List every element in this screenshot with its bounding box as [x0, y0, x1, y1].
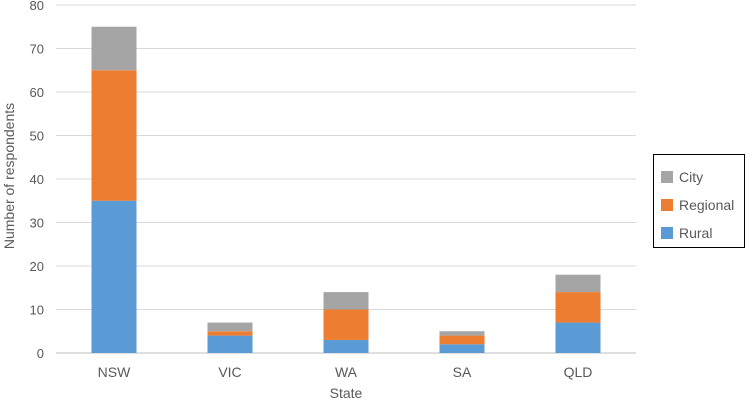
x-axis-title: State	[330, 385, 363, 400]
y-tick-label: 80	[30, 0, 44, 13]
y-tick-label: 50	[30, 129, 44, 144]
bar-rural-nsw	[91, 200, 137, 353]
legend-swatch-regional	[661, 199, 673, 211]
x-tick-label: QLD	[564, 364, 593, 380]
bar-regional-qld	[555, 292, 601, 323]
bar-regional-wa	[323, 309, 369, 340]
x-tick-label: NSW	[98, 364, 131, 380]
bar-regional-nsw	[91, 70, 137, 201]
bar-regional-sa	[439, 335, 485, 345]
x-tick-label: VIC	[218, 364, 241, 380]
y-tick-label: 40	[30, 172, 44, 187]
x-axis-ticks: NSW VIC WA SA QLD	[98, 364, 593, 380]
y-tick-label: 0	[37, 346, 44, 361]
y-axis-ticks: 0 10 20 30 40 50 60 70 80	[30, 0, 44, 361]
y-tick-label: 30	[30, 216, 44, 231]
y-tick-label: 10	[30, 303, 44, 318]
y-tick-label: 60	[30, 85, 44, 100]
legend-swatch-rural	[661, 227, 673, 239]
bar-rural-sa	[439, 344, 485, 353]
y-axis-title: Number of respondents	[1, 103, 17, 249]
bar-city-vic	[207, 322, 253, 332]
y-tick-label: 70	[30, 42, 44, 57]
legend-swatch-city	[661, 171, 673, 183]
legend-label-rural: Rural	[679, 225, 713, 241]
bar-rural-qld	[555, 322, 601, 353]
bar-city-nsw	[91, 26, 137, 71]
bar-city-sa	[439, 331, 485, 336]
bar-city-wa	[323, 292, 369, 310]
x-tick-label: SA	[453, 364, 472, 380]
x-tick-label: WA	[335, 364, 358, 380]
bar-rural-vic	[207, 335, 253, 353]
legend-item-city: City	[661, 163, 744, 191]
bar-rural-wa	[323, 339, 369, 353]
gridlines	[56, 4, 636, 354]
bars	[91, 26, 601, 353]
bar-regional-vic	[207, 331, 253, 336]
y-tick-label: 20	[30, 259, 44, 274]
legend-item-regional: Regional	[661, 191, 744, 219]
legend: City Regional Rural	[653, 154, 745, 248]
legend-label-city: City	[679, 169, 704, 185]
legend-item-rural: Rural	[661, 219, 744, 247]
legend-label-regional: Regional	[679, 197, 735, 213]
bar-city-qld	[555, 274, 601, 293]
